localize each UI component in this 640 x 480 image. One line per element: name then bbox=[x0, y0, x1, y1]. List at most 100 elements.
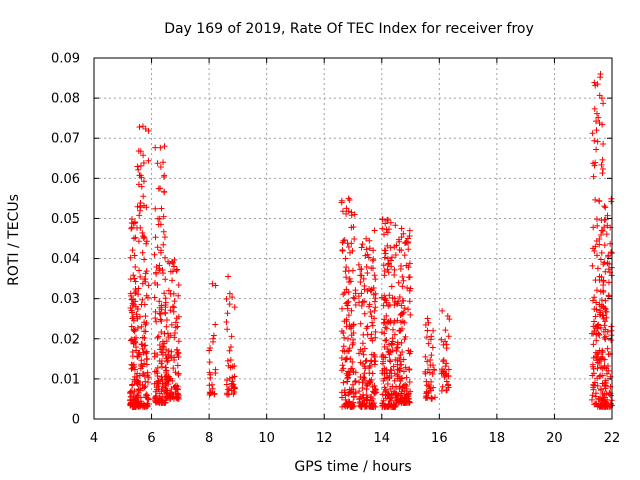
data-point bbox=[338, 394, 345, 401]
data-point bbox=[154, 364, 161, 371]
data-point bbox=[206, 382, 213, 389]
data-point bbox=[170, 365, 177, 372]
data-point bbox=[153, 368, 160, 375]
data-point bbox=[367, 309, 374, 316]
data-point bbox=[369, 395, 376, 402]
x-tick-label: 14 bbox=[374, 431, 391, 446]
data-point bbox=[339, 362, 346, 369]
data-point bbox=[398, 302, 405, 309]
data-point bbox=[370, 399, 377, 406]
data-point bbox=[593, 299, 600, 306]
data-point bbox=[362, 365, 369, 372]
data-point bbox=[443, 378, 450, 385]
data-point bbox=[381, 403, 388, 410]
data-point bbox=[402, 395, 409, 402]
data-point bbox=[134, 378, 141, 385]
data-point bbox=[382, 295, 389, 302]
data-point bbox=[597, 256, 604, 263]
data-point bbox=[175, 349, 182, 356]
data-point bbox=[430, 327, 437, 334]
data-point bbox=[168, 321, 175, 328]
data-point bbox=[343, 323, 350, 330]
data-point bbox=[389, 383, 396, 390]
data-point bbox=[137, 162, 144, 169]
data-point bbox=[590, 224, 597, 231]
y-axis-label: ROTI / TECUs bbox=[6, 194, 22, 286]
data-point bbox=[592, 243, 599, 250]
data-point bbox=[406, 298, 413, 305]
data-point bbox=[600, 312, 607, 319]
data-point bbox=[592, 159, 599, 166]
data-point bbox=[356, 388, 363, 395]
data-point bbox=[603, 231, 610, 238]
data-point bbox=[229, 378, 236, 385]
data-point bbox=[594, 382, 601, 389]
data-point bbox=[381, 254, 388, 261]
data-point bbox=[391, 331, 398, 338]
data-point bbox=[140, 178, 147, 185]
data-point bbox=[379, 216, 386, 223]
data-point bbox=[175, 282, 182, 289]
data-point bbox=[206, 391, 213, 398]
data-point bbox=[389, 254, 396, 261]
data-point bbox=[142, 276, 149, 283]
data-point bbox=[596, 241, 603, 248]
data-point bbox=[406, 287, 413, 294]
data-point bbox=[594, 138, 601, 145]
data-point bbox=[590, 365, 597, 372]
data-point bbox=[361, 298, 368, 305]
data-point bbox=[359, 340, 366, 347]
data-point bbox=[431, 366, 438, 373]
data-point bbox=[600, 100, 607, 107]
data-point bbox=[429, 370, 436, 377]
data-point bbox=[382, 324, 389, 331]
data-point bbox=[344, 372, 351, 379]
data-point bbox=[139, 334, 146, 341]
data-point bbox=[341, 289, 348, 296]
data-point bbox=[439, 307, 446, 314]
data-point bbox=[135, 386, 142, 393]
data-point bbox=[594, 265, 601, 272]
data-point bbox=[369, 257, 376, 264]
data-point bbox=[406, 399, 413, 406]
data-point bbox=[392, 222, 399, 229]
data-point bbox=[173, 267, 180, 274]
data-point bbox=[407, 311, 414, 318]
plot-frame bbox=[93, 57, 613, 420]
data-point bbox=[428, 352, 435, 359]
data-point bbox=[212, 370, 219, 377]
data-point bbox=[401, 387, 408, 394]
data-point bbox=[594, 365, 601, 372]
data-point bbox=[355, 261, 362, 268]
data-point bbox=[364, 323, 371, 330]
data-point bbox=[132, 338, 139, 345]
data-point bbox=[142, 313, 149, 320]
data-point bbox=[137, 204, 144, 211]
data-point bbox=[602, 377, 609, 384]
data-point bbox=[595, 114, 602, 121]
data-point bbox=[593, 110, 600, 117]
data-point bbox=[386, 301, 393, 308]
data-point bbox=[358, 272, 365, 279]
data-point bbox=[386, 292, 393, 299]
data-point bbox=[346, 345, 353, 352]
data-point bbox=[381, 231, 388, 238]
data-point bbox=[387, 219, 394, 226]
data-point bbox=[352, 369, 359, 376]
data-point bbox=[174, 347, 181, 354]
data-point bbox=[350, 339, 357, 346]
data-point bbox=[174, 362, 181, 369]
data-point bbox=[394, 301, 401, 308]
data-point bbox=[153, 380, 160, 387]
data-point bbox=[593, 306, 600, 313]
data-points bbox=[126, 71, 615, 410]
data-point bbox=[387, 257, 394, 264]
data-point bbox=[364, 394, 371, 401]
data-point bbox=[398, 390, 405, 397]
data-point bbox=[139, 341, 146, 348]
data-point bbox=[223, 318, 230, 325]
data-point bbox=[224, 326, 231, 333]
data-point bbox=[385, 269, 392, 276]
data-point bbox=[598, 324, 605, 331]
data-point bbox=[351, 211, 358, 218]
